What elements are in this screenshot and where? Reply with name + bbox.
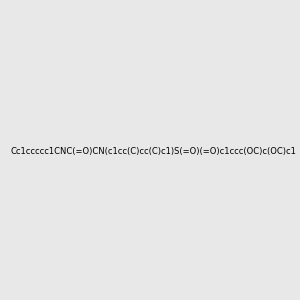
Text: Cc1ccccc1CNC(=O)CN(c1cc(C)cc(C)c1)S(=O)(=O)c1ccc(OC)c(OC)c1: Cc1ccccc1CNC(=O)CN(c1cc(C)cc(C)c1)S(=O)(… — [11, 147, 297, 156]
